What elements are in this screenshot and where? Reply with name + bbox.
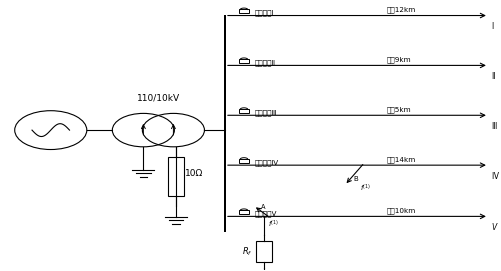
Text: 电瘶5km: 电瘶5km — [385, 106, 410, 113]
Text: Ⅱ: Ⅱ — [490, 72, 494, 81]
Bar — [238, 109, 248, 113]
Text: $R_f$: $R_f$ — [242, 245, 253, 258]
Text: 电瘶14km: 电瘶14km — [385, 156, 415, 163]
Bar — [238, 9, 248, 13]
Text: Ⅳ: Ⅳ — [490, 172, 497, 181]
Text: 出线保护Ⅲ: 出线保护Ⅲ — [255, 109, 277, 116]
Bar — [238, 59, 248, 63]
Text: 出线保护Ⅳ: 出线保护Ⅳ — [255, 159, 279, 166]
Text: 归线保护Ⅰ: 归线保护Ⅰ — [255, 9, 274, 16]
Text: B: B — [353, 176, 358, 182]
Bar — [238, 159, 248, 163]
Bar — [255, 241, 271, 262]
Text: 10Ω: 10Ω — [184, 169, 203, 178]
Text: $f^{(1)}$: $f^{(1)}$ — [267, 219, 278, 230]
Text: 出线保护V: 出线保护V — [255, 210, 277, 217]
Text: V: V — [490, 223, 495, 232]
Text: 电瘶10km: 电瘶10km — [385, 207, 415, 214]
Text: $f^{(1)}$: $f^{(1)}$ — [359, 183, 370, 194]
Text: 电瘶12km: 电瘶12km — [385, 6, 415, 13]
Text: Ⅰ: Ⅰ — [490, 22, 492, 31]
Bar — [238, 210, 248, 214]
Text: 出线保护Ⅱ: 出线保护Ⅱ — [255, 59, 276, 66]
Text: A: A — [260, 204, 265, 210]
Text: 电瘶9km: 电瘶9km — [385, 56, 410, 63]
Text: 110/10kV: 110/10kV — [137, 93, 179, 103]
Text: Ⅲ: Ⅲ — [490, 122, 495, 131]
Bar — [167, 157, 183, 196]
